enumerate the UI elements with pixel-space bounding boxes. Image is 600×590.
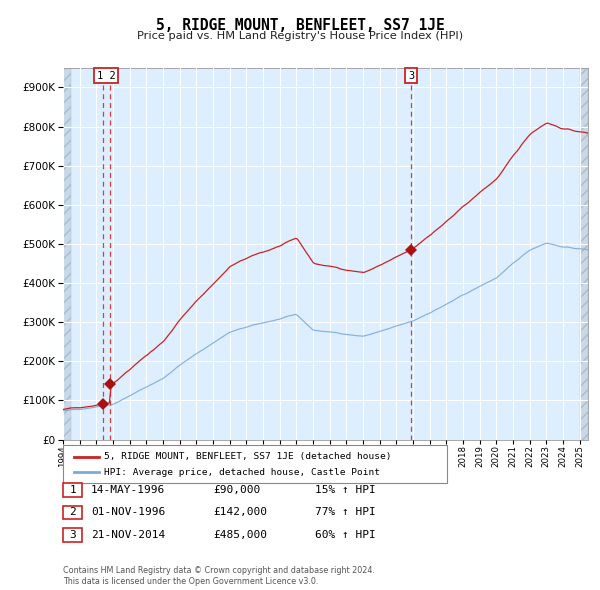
Text: 21-NOV-2014: 21-NOV-2014 (91, 530, 166, 540)
Text: 2: 2 (69, 507, 76, 517)
Text: 5, RIDGE MOUNT, BENFLEET, SS7 1JE (detached house): 5, RIDGE MOUNT, BENFLEET, SS7 1JE (detac… (104, 452, 391, 461)
Text: £485,000: £485,000 (213, 530, 267, 540)
Text: 14-MAY-1996: 14-MAY-1996 (91, 485, 166, 495)
Text: 1: 1 (69, 485, 76, 495)
Text: £90,000: £90,000 (213, 485, 260, 495)
Text: 60% ↑ HPI: 60% ↑ HPI (315, 530, 376, 540)
Text: 01-NOV-1996: 01-NOV-1996 (91, 507, 166, 517)
Text: £142,000: £142,000 (213, 507, 267, 517)
Text: 3: 3 (69, 530, 76, 540)
Text: This data is licensed under the Open Government Licence v3.0.: This data is licensed under the Open Gov… (63, 577, 319, 586)
Text: 3: 3 (408, 71, 414, 81)
Text: 15% ↑ HPI: 15% ↑ HPI (315, 485, 376, 495)
Text: HPI: Average price, detached house, Castle Point: HPI: Average price, detached house, Cast… (104, 468, 380, 477)
Bar (63, 68, 71, 440)
Text: 77% ↑ HPI: 77% ↑ HPI (315, 507, 376, 517)
Text: 1 2: 1 2 (97, 71, 116, 81)
Text: Price paid vs. HM Land Registry's House Price Index (HPI): Price paid vs. HM Land Registry's House … (137, 31, 463, 41)
Text: 5, RIDGE MOUNT, BENFLEET, SS7 1JE: 5, RIDGE MOUNT, BENFLEET, SS7 1JE (155, 18, 445, 32)
Text: Contains HM Land Registry data © Crown copyright and database right 2024.: Contains HM Land Registry data © Crown c… (63, 566, 375, 575)
Bar (580, 68, 588, 440)
